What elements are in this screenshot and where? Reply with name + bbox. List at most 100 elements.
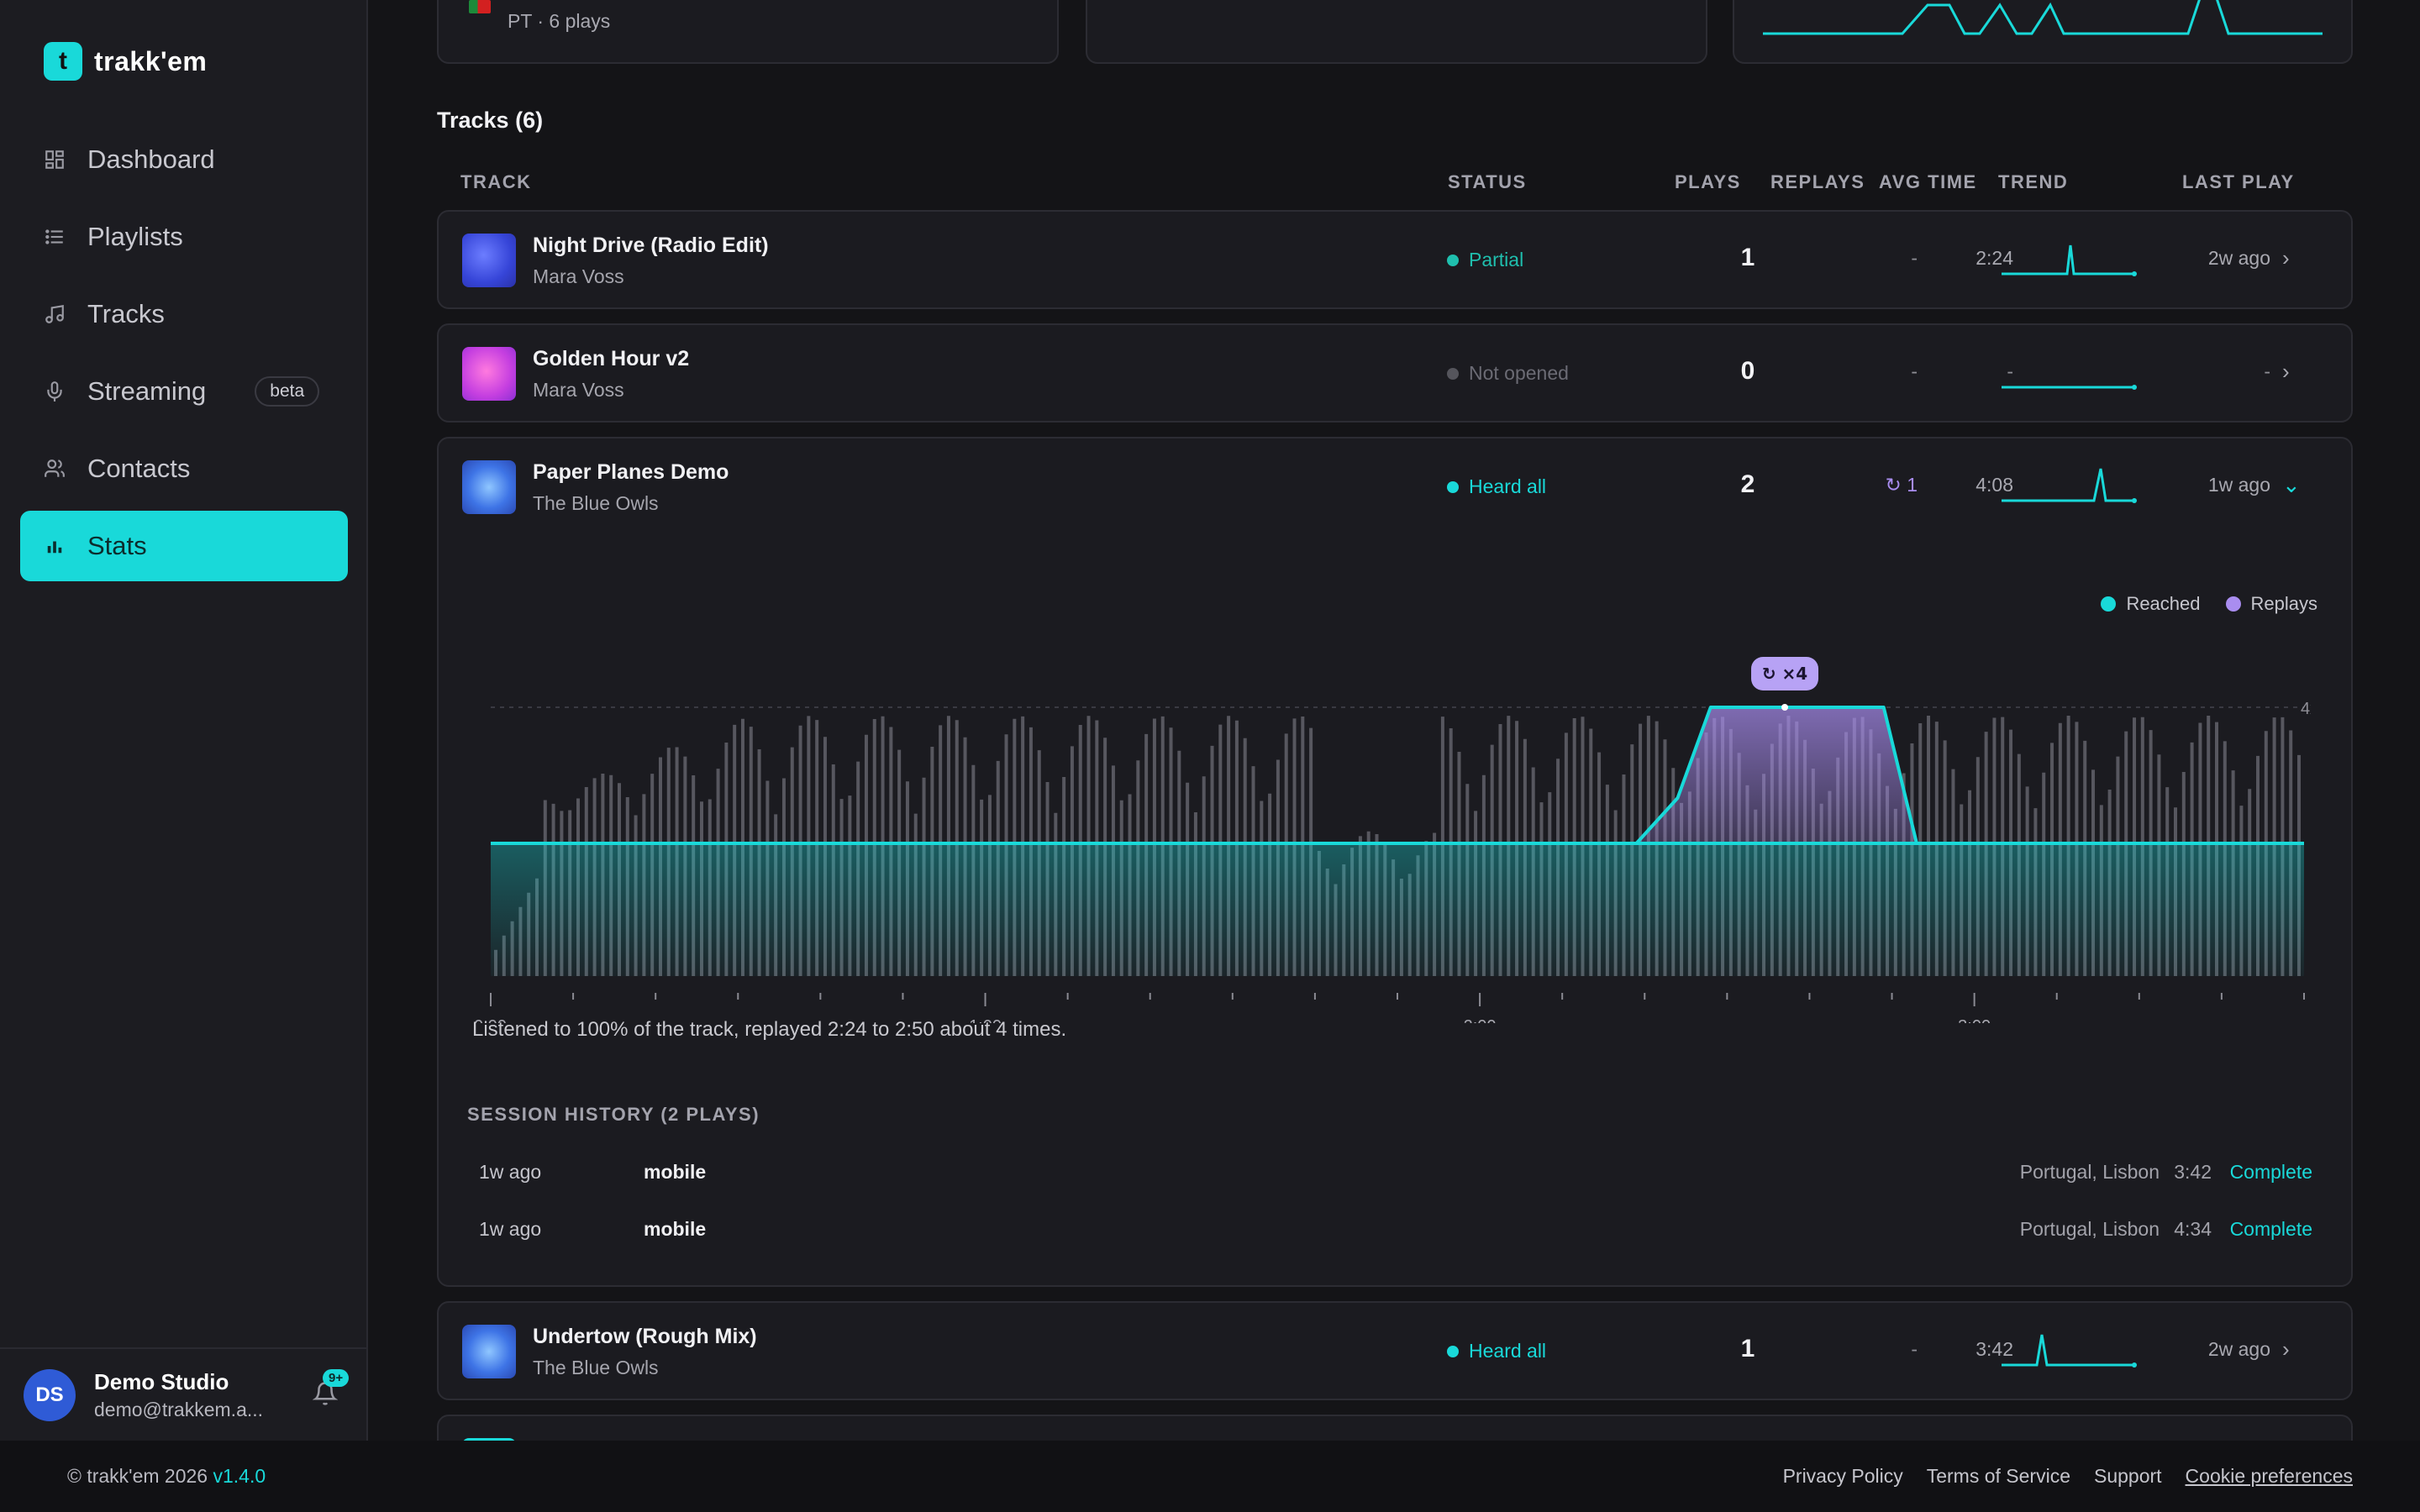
chevron-right-icon[interactable]: › xyxy=(2282,245,2290,270)
tracks-title: Tracks (6) xyxy=(437,108,544,133)
brand-name: trakk'em xyxy=(94,45,208,76)
col-status[interactable]: STATUS xyxy=(1448,171,1527,192)
replay-badge-label: ↻ ×4 xyxy=(1762,664,1807,684)
status-label: Heard all xyxy=(1469,1340,1547,1362)
col-avg-time[interactable]: AVG TIME xyxy=(1879,171,1977,192)
microphone-icon xyxy=(42,379,67,404)
status-label: Not opened xyxy=(1469,362,1569,384)
last-play: - xyxy=(2264,360,2270,382)
list-icon xyxy=(42,224,67,249)
session-duration: 3:42 xyxy=(2174,1161,2212,1183)
track-artwork xyxy=(462,1325,516,1378)
nav-item-dashboard[interactable]: Dashboard xyxy=(20,124,348,195)
nav-item-contacts[interactable]: Contacts xyxy=(20,433,348,504)
session-row[interactable]: 1w ago mobile Portugal, Lisbon 4:34 Comp… xyxy=(439,1205,2351,1255)
chevron-down-icon[interactable]: ⌄ xyxy=(2282,472,2301,497)
privacy-policy-link[interactable]: Privacy Policy xyxy=(1782,1465,1903,1487)
table-row-expanded[interactable]: Paper Planes Demo The Blue Owls Heard al… xyxy=(437,437,2353,1287)
time-tick-label: 3:00 xyxy=(1958,1017,1991,1023)
status-label: Heard all xyxy=(1469,475,1547,497)
table-row[interactable]: Undertow (Rough Mix) The Blue Owls Heard… xyxy=(437,1301,2353,1400)
trend-sparkline xyxy=(2002,1334,2137,1368)
col-plays[interactable]: PLAYS xyxy=(1675,171,1741,192)
col-replays[interactable]: REPLAYS xyxy=(1770,171,1865,192)
support-link[interactable]: Support xyxy=(2093,1465,2162,1487)
chart-legend: Reached Replays xyxy=(2101,593,2317,615)
replays-count: - xyxy=(1911,1338,1918,1360)
track-artwork xyxy=(462,234,516,287)
user-info: Demo Studio demo@trakkem.a... xyxy=(94,1369,263,1421)
nav-label: Dashboard xyxy=(87,144,215,174)
user-profile[interactable]: DS Demo Studio demo@trakkem.a... 9+ xyxy=(0,1347,368,1441)
track-title: Night Drive (Radio Edit) xyxy=(533,234,769,257)
avg-time: 4:08 xyxy=(1975,474,2013,496)
nav-label: Playlists xyxy=(87,222,183,251)
logo-icon: t xyxy=(44,42,82,81)
replays-count: ↻ 1 xyxy=(1885,474,1918,496)
nav-label: Streaming xyxy=(87,376,207,406)
portugal-flag-icon xyxy=(469,0,491,13)
replay-line xyxy=(491,706,2304,845)
session-row[interactable]: 1w ago mobile Portugal, Lisbon 3:42 Comp… xyxy=(439,1147,2351,1198)
last-play: 2w ago xyxy=(2207,247,2270,269)
nav-item-playlists[interactable]: Playlists xyxy=(20,202,348,272)
replay-badge xyxy=(1751,657,1819,690)
version-link[interactable]: v1.4.0 xyxy=(213,1465,266,1487)
time-tick-label: 1:00 xyxy=(969,1017,1002,1023)
session-duration: 4:34 xyxy=(2174,1218,2212,1240)
status-dot xyxy=(1447,480,1459,493)
track-artist: The Blue Owls xyxy=(533,492,659,514)
plays-count: 1 xyxy=(1740,1335,1755,1362)
track-artwork xyxy=(462,347,516,401)
track-artist: Mara Voss xyxy=(533,379,624,401)
col-trend[interactable]: TREND xyxy=(1998,171,2069,192)
nav-item-streaming[interactable]: Streaming beta xyxy=(20,356,348,427)
session-time: 1w ago xyxy=(479,1218,542,1240)
chevron-right-icon[interactable]: › xyxy=(2282,359,2290,384)
sidebar: t trakk'em Dashboard Playlists Tracks S xyxy=(0,0,368,1441)
beta-badge: beta xyxy=(255,376,320,407)
terms-link[interactable]: Terms of Service xyxy=(1926,1465,2070,1487)
notification-badge: 9+ xyxy=(323,1369,350,1387)
plays-count: 1 xyxy=(1740,244,1755,271)
user-name: Demo Studio xyxy=(94,1368,229,1394)
trend-sparkline xyxy=(2002,244,2137,276)
session-time: 1w ago xyxy=(479,1161,542,1183)
main-content: PT · 6 plays Tracks (6) TRACK STATUS PLA… xyxy=(437,0,2353,1441)
brand-logo[interactable]: t trakk'em xyxy=(44,42,207,81)
avg-time: 3:42 xyxy=(1975,1338,2013,1360)
plays-count: 0 xyxy=(1740,357,1755,385)
table-row[interactable]: Golden Hour v2 Mara Voss Not opened 0 - … xyxy=(437,323,2353,423)
replays-count: - xyxy=(1911,247,1918,269)
time-tick-label: 2:00 xyxy=(1464,1017,1497,1023)
nav-item-tracks[interactable]: Tracks xyxy=(20,279,348,349)
nav-label: Contacts xyxy=(87,454,191,483)
cookie-preferences-link[interactable]: Cookie preferences xyxy=(2185,1465,2353,1487)
replay-area xyxy=(491,707,2304,843)
nav-label: Stats xyxy=(87,531,147,560)
summary-trend-line xyxy=(1763,0,2323,35)
trend-sparkline xyxy=(2002,468,2137,503)
col-track[interactable]: TRACK xyxy=(460,171,532,192)
nav-item-stats[interactable]: Stats xyxy=(20,511,348,581)
track-artwork xyxy=(462,1438,516,1441)
track-artist: The Blue Owls xyxy=(533,1357,659,1378)
track-title: Paper Planes Demo xyxy=(533,460,729,484)
user-email: demo@trakkem.a... xyxy=(94,1398,264,1420)
table-row[interactable]: Night Drive (Radio Edit) Mara Voss Parti… xyxy=(437,210,2353,309)
track-artist: Mara Voss xyxy=(533,265,624,287)
replays-count: - xyxy=(1911,360,1918,382)
col-last-play[interactable]: LAST PLAY xyxy=(2182,171,2295,192)
session-result: Complete xyxy=(2229,1218,2312,1240)
table-row[interactable] xyxy=(437,1415,2353,1441)
chevron-right-icon[interactable]: › xyxy=(2282,1336,2290,1362)
avatar: DS xyxy=(24,1368,76,1421)
footer: © trakk'em 2026 v1.4.0 Privacy Policy Te… xyxy=(0,1441,2420,1512)
reached-area xyxy=(491,843,2304,976)
nav-label: Tracks xyxy=(87,299,165,328)
listening-chart[interactable]: 4x ↻ ×4 0:00 1:00 2:00 3:00 xyxy=(462,637,2311,1023)
status-dot xyxy=(1447,1345,1459,1357)
replay-peak-dot xyxy=(1781,704,1789,711)
legend-dot xyxy=(2101,596,2117,612)
card-subtitle: PT · 6 plays xyxy=(508,10,611,32)
